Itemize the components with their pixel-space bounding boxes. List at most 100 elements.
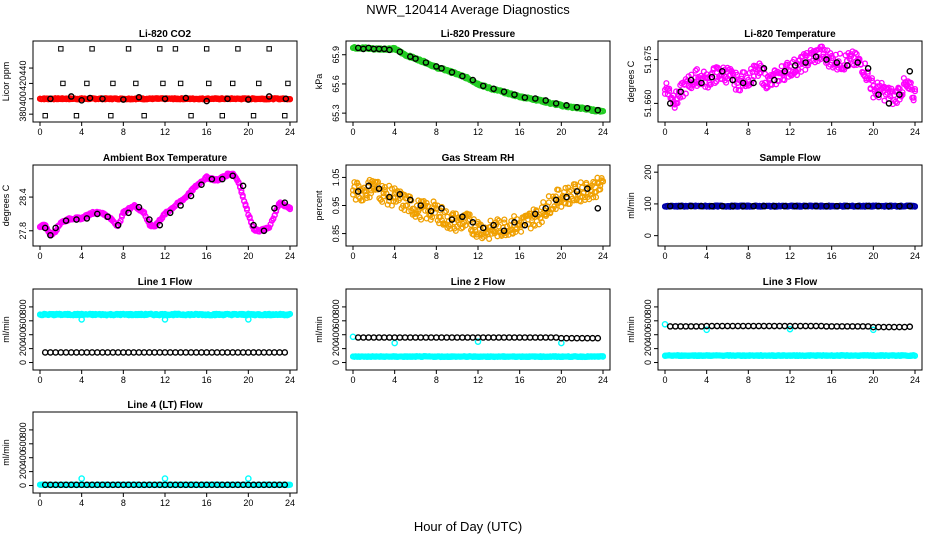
data-point bbox=[135, 93, 143, 101]
data-point bbox=[688, 85, 695, 92]
data-point bbox=[670, 92, 677, 99]
data-point bbox=[448, 216, 456, 223]
panel-title: Line 1 Flow bbox=[138, 277, 193, 288]
data-point bbox=[677, 202, 684, 210]
x-tick-label: 0 bbox=[37, 251, 42, 261]
data-point bbox=[401, 334, 409, 341]
data-point bbox=[718, 67, 726, 75]
y-tick-label: 0 bbox=[18, 360, 28, 365]
y-axis-label: degrees C bbox=[626, 60, 636, 102]
data-point bbox=[739, 79, 747, 87]
data-point bbox=[542, 97, 550, 104]
data-point bbox=[245, 475, 252, 482]
data-point bbox=[833, 202, 841, 210]
data-point bbox=[901, 323, 908, 331]
data-point bbox=[62, 217, 70, 224]
data-point bbox=[104, 213, 112, 221]
data-point bbox=[89, 46, 95, 52]
data-point bbox=[459, 334, 466, 341]
data-point bbox=[574, 187, 582, 194]
data-point bbox=[802, 322, 809, 330]
data-point bbox=[135, 203, 143, 211]
x-tick-label: 4 bbox=[704, 251, 709, 261]
y-tick-label: 800 bbox=[18, 299, 28, 314]
data-point bbox=[490, 334, 497, 341]
x-tick-label: 8 bbox=[434, 127, 439, 137]
data-point bbox=[573, 188, 581, 195]
data-point bbox=[479, 82, 487, 90]
data-point bbox=[438, 205, 445, 212]
data-point bbox=[245, 316, 252, 323]
data-point bbox=[62, 349, 70, 356]
data-point bbox=[713, 322, 721, 330]
data-point bbox=[521, 94, 529, 101]
x-tick-label: 24 bbox=[598, 251, 608, 261]
data-point bbox=[745, 322, 752, 330]
data-point bbox=[859, 323, 867, 330]
data-point bbox=[555, 186, 562, 193]
data-point bbox=[161, 95, 169, 103]
data-point bbox=[271, 349, 278, 356]
data-point bbox=[224, 349, 231, 356]
data-point bbox=[125, 46, 132, 52]
data-point bbox=[802, 202, 809, 210]
series-black-1 bbox=[354, 44, 602, 114]
data-point bbox=[245, 349, 252, 356]
data-point bbox=[429, 213, 436, 221]
data-point bbox=[666, 100, 674, 107]
data-point bbox=[698, 202, 705, 210]
data-point bbox=[724, 322, 731, 330]
data-point bbox=[404, 202, 411, 209]
series-magenta-0 bbox=[661, 43, 919, 111]
series-black-2 bbox=[354, 334, 602, 342]
x-tick-label: 20 bbox=[868, 127, 878, 137]
data-point bbox=[449, 210, 457, 217]
data-point bbox=[462, 222, 469, 229]
data-point bbox=[443, 208, 450, 215]
data-point bbox=[849, 323, 856, 330]
data-point bbox=[391, 334, 398, 341]
data-point bbox=[896, 323, 903, 331]
data-point bbox=[47, 95, 54, 103]
data-point bbox=[151, 349, 158, 356]
x-tick-label: 8 bbox=[121, 375, 126, 385]
data-point bbox=[256, 80, 262, 87]
data-point bbox=[511, 91, 518, 98]
y-tick-label: 27.8 bbox=[18, 222, 28, 240]
data-point bbox=[599, 178, 607, 185]
x-tick-label: 4 bbox=[392, 127, 397, 137]
data-point bbox=[160, 80, 166, 87]
data-point bbox=[281, 199, 289, 206]
data-point bbox=[203, 349, 210, 356]
panel-line4: Line 4 (LT) Flow ml/min 0 4 8 12 16 20 24 0 200400… bbox=[1, 400, 298, 508]
x-tick-label: 0 bbox=[350, 127, 355, 137]
data-point bbox=[885, 100, 893, 107]
data-point bbox=[812, 322, 820, 330]
y-axis-label: ml/min bbox=[1, 316, 11, 343]
data-point bbox=[83, 349, 91, 356]
data-point bbox=[500, 88, 508, 96]
panel-title: Sample Flow bbox=[759, 153, 820, 164]
data-point bbox=[806, 58, 813, 66]
y-tick-label: 65.6 bbox=[331, 75, 341, 93]
data-point bbox=[354, 188, 362, 195]
data-point bbox=[729, 202, 737, 210]
data-point bbox=[490, 221, 497, 229]
y-tick-label: 420 bbox=[18, 76, 28, 91]
data-point bbox=[823, 202, 830, 210]
data-point bbox=[692, 67, 699, 74]
data-point bbox=[875, 323, 882, 331]
data-point bbox=[250, 221, 257, 229]
data-point bbox=[875, 202, 882, 210]
data-point bbox=[568, 334, 576, 342]
data-point bbox=[910, 94, 917, 101]
x-tick-label: 0 bbox=[350, 251, 355, 261]
data-point bbox=[108, 112, 114, 119]
data-point bbox=[885, 323, 893, 331]
data-point bbox=[760, 65, 768, 72]
data-point bbox=[78, 475, 85, 482]
data-point bbox=[558, 203, 565, 210]
data-point bbox=[687, 76, 695, 84]
